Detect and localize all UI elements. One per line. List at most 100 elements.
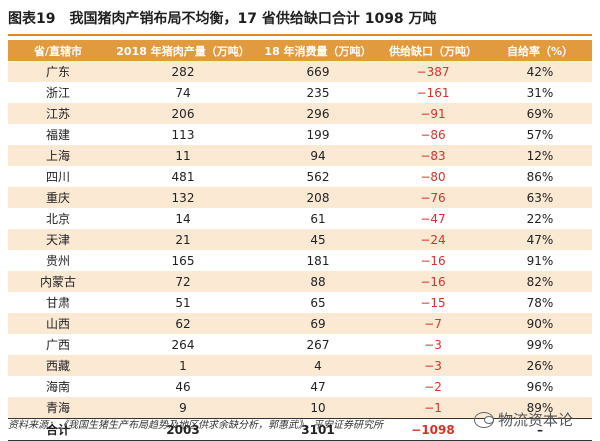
table-row: 重庆 132 208 −76 63% xyxy=(8,187,592,208)
cell-province: 青海 xyxy=(8,397,108,419)
figure-title-text: 我国猪肉产销布局不均衡，17 省供给缺口合计 1098 万吨 xyxy=(69,11,437,27)
watermark-text: 物流资本论 xyxy=(498,411,574,429)
cell-rate: 63% xyxy=(488,187,592,208)
header-gap: 供给缺口（万吨） xyxy=(378,40,488,61)
cell-consumption: 88 xyxy=(258,271,378,292)
cell-rate: 69% xyxy=(488,103,592,124)
cell-consumption: 267 xyxy=(258,334,378,355)
cell-gap: −24 xyxy=(378,229,488,250)
cell-consumption: 562 xyxy=(258,166,378,187)
cell-gap: −83 xyxy=(378,145,488,166)
cell-gap: −7 xyxy=(378,313,488,334)
cell-gap: −387 xyxy=(378,61,488,82)
figure-title: 图表19 我国猪肉产销布局不均衡，17 省供给缺口合计 1098 万吨 xyxy=(8,6,592,32)
table-row: 广西 264 267 −3 99% xyxy=(8,334,592,355)
table-header-row: 省/直辖市 2018 年猪肉产量（万吨） 18 年消费量（万吨） 供给缺口（万吨… xyxy=(8,40,592,61)
cell-rate: 91% xyxy=(488,250,592,271)
table-row: 山西 62 69 −7 90% xyxy=(8,313,592,334)
cell-province: 西藏 xyxy=(8,355,108,376)
cell-consumption: 4 xyxy=(258,355,378,376)
table-row: 江苏 206 296 −91 69% xyxy=(8,103,592,124)
cell-consumption: 45 xyxy=(258,229,378,250)
table-row: 上海 11 94 −83 12% xyxy=(8,145,592,166)
cell-province: 天津 xyxy=(8,229,108,250)
cell-consumption: 208 xyxy=(258,187,378,208)
cell-rate: 99% xyxy=(488,334,592,355)
cell-production: 9 xyxy=(108,397,258,419)
cell-production: 206 xyxy=(108,103,258,124)
cell-province: 浙江 xyxy=(8,82,108,103)
cell-production: 21 xyxy=(108,229,258,250)
cell-consumption: 69 xyxy=(258,313,378,334)
header-consumption: 18 年消费量（万吨） xyxy=(258,40,378,61)
cell-gap: −161 xyxy=(378,82,488,103)
cell-production: 113 xyxy=(108,124,258,145)
table-row: 甘肃 51 65 −15 78% xyxy=(8,292,592,313)
cell-province: 广西 xyxy=(8,334,108,355)
table-row: 福建 113 199 −86 57% xyxy=(8,124,592,145)
table-row: 北京 14 61 −47 22% xyxy=(8,208,592,229)
cell-gap: −76 xyxy=(378,187,488,208)
total-production: 2003 xyxy=(108,418,258,441)
cell-province: 北京 xyxy=(8,208,108,229)
watermark: 物流资本论 xyxy=(474,409,573,430)
table-row: 海南 46 47 −2 96% xyxy=(8,376,592,397)
cell-province: 山西 xyxy=(8,313,108,334)
cell-production: 481 xyxy=(108,166,258,187)
cell-production: 62 xyxy=(108,313,258,334)
cell-rate: 47% xyxy=(488,229,592,250)
cell-gap: −86 xyxy=(378,124,488,145)
cell-production: 74 xyxy=(108,82,258,103)
cell-production: 11 xyxy=(108,145,258,166)
cell-province: 甘肃 xyxy=(8,292,108,313)
cell-rate: 78% xyxy=(488,292,592,313)
table-row: 广东 282 669 −387 42% xyxy=(8,61,592,82)
total-gap: −1098 xyxy=(378,418,488,441)
cell-gap: −3 xyxy=(378,355,488,376)
cell-consumption: 669 xyxy=(258,61,378,82)
cell-province: 海南 xyxy=(8,376,108,397)
header-self-sufficiency: 自给率（%） xyxy=(488,40,592,61)
cell-province: 江苏 xyxy=(8,103,108,124)
cell-consumption: 10 xyxy=(258,397,378,419)
cell-rate: 82% xyxy=(488,271,592,292)
cell-province: 福建 xyxy=(8,124,108,145)
pork-supply-table: 省/直辖市 2018 年猪肉产量（万吨） 18 年消费量（万吨） 供给缺口（万吨… xyxy=(8,40,592,441)
cell-consumption: 199 xyxy=(258,124,378,145)
cell-province: 上海 xyxy=(8,145,108,166)
cell-consumption: 181 xyxy=(258,250,378,271)
cell-rate: 86% xyxy=(488,166,592,187)
table-total-row: 合计 2003 3101 −1098– xyxy=(8,418,592,441)
cell-gap: −1 xyxy=(378,397,488,419)
cell-gap: −80 xyxy=(378,166,488,187)
table-row: 天津 21 45 −24 47% xyxy=(8,229,592,250)
cell-production: 51 xyxy=(108,292,258,313)
cell-production: 14 xyxy=(108,208,258,229)
cell-production: 165 xyxy=(108,250,258,271)
header-production: 2018 年猪肉产量（万吨） xyxy=(108,40,258,61)
cell-gap: −3 xyxy=(378,334,488,355)
cell-rate: 26% xyxy=(488,355,592,376)
source-note: 资料来源：《我国生猪生产布局趋势及地区供求余缺分析，郭惠武》，平安证券研究所 xyxy=(8,420,383,431)
cell-production: 46 xyxy=(108,376,258,397)
cell-rate: 96% xyxy=(488,376,592,397)
cell-gap: −15 xyxy=(378,292,488,313)
cell-rate: 42% xyxy=(488,61,592,82)
cell-gap: −16 xyxy=(378,271,488,292)
cell-province: 四川 xyxy=(8,166,108,187)
header-province: 省/直辖市 xyxy=(8,40,108,61)
table-row: 四川 481 562 −80 86% xyxy=(8,166,592,187)
cell-production: 72 xyxy=(108,271,258,292)
cell-consumption: 235 xyxy=(258,82,378,103)
total-rate: – xyxy=(488,418,592,441)
title-divider xyxy=(8,34,592,36)
cell-gap: −16 xyxy=(378,250,488,271)
table-row: 内蒙古 72 88 −16 82% xyxy=(8,271,592,292)
cell-rate: 90% xyxy=(488,313,592,334)
cell-province: 广东 xyxy=(8,61,108,82)
cell-gap: −2 xyxy=(378,376,488,397)
cell-province: 内蒙古 xyxy=(8,271,108,292)
cell-province: 重庆 xyxy=(8,187,108,208)
cell-production: 1 xyxy=(108,355,258,376)
cell-rate: 22% xyxy=(488,208,592,229)
